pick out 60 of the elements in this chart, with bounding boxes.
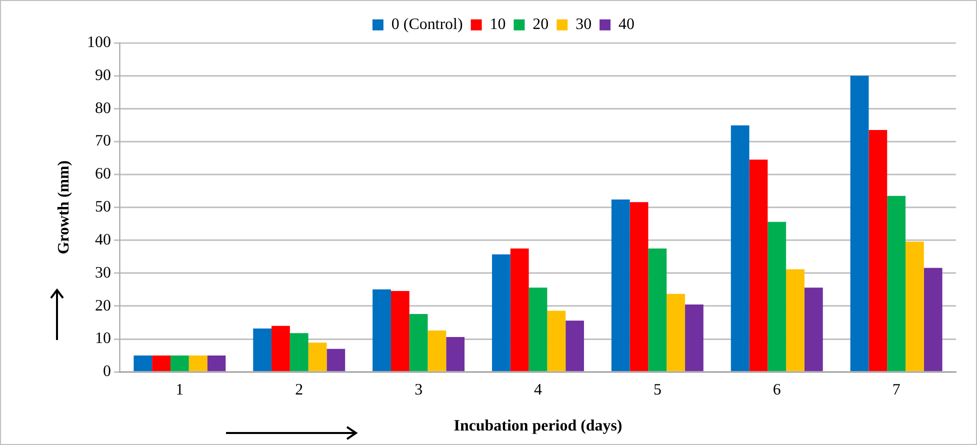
bar (510, 248, 529, 372)
bar (648, 248, 667, 372)
bar (566, 320, 584, 372)
bar (372, 289, 391, 372)
bar (630, 202, 648, 372)
bar (428, 330, 446, 372)
bar (326, 348, 346, 372)
bar (804, 288, 823, 372)
legend-label: 0 (Control) (391, 16, 463, 34)
bar (685, 304, 704, 372)
bar (492, 254, 510, 372)
y-tick-label: 0 (102, 363, 112, 380)
bar (868, 130, 888, 372)
x-tick-label: 6 (772, 382, 781, 399)
y-tick-label: 80 (95, 100, 112, 117)
bar (887, 196, 906, 372)
y-tick-label: 10 (95, 330, 112, 348)
x-tick-label: 1 (176, 382, 184, 399)
x-tick-label: 7 (892, 382, 900, 399)
bar (272, 326, 290, 372)
bar (188, 355, 208, 372)
x-tick-label: 3 (414, 382, 423, 399)
bar (924, 268, 942, 372)
legend-label: 10 (490, 16, 506, 34)
bar (730, 125, 750, 372)
bar (528, 288, 548, 372)
y-tick-label: 100 (87, 34, 112, 51)
bar (666, 294, 686, 372)
bar (409, 314, 428, 372)
legend-label: 30 (576, 16, 592, 34)
bar (207, 355, 226, 372)
bar (786, 269, 804, 372)
x-tick-label: 2 (295, 382, 304, 399)
bar (290, 333, 308, 372)
bar (308, 342, 327, 372)
bar (906, 242, 924, 372)
x-tick-label: 5 (653, 382, 662, 399)
bar (768, 222, 786, 372)
legend-label: 20 (532, 16, 549, 34)
bar (611, 199, 630, 372)
bar (170, 355, 189, 372)
bar (253, 328, 272, 372)
bar (547, 310, 566, 372)
y-tick-label: 30 (95, 264, 112, 282)
x-tick-label: 4 (534, 382, 542, 399)
bar (749, 160, 768, 372)
y-tick-label: 70 (95, 132, 112, 150)
y-axis-title: Growth (mm) (56, 160, 73, 254)
x-axis-title: Incubation period (days) (454, 418, 622, 435)
bar (446, 337, 465, 372)
bar (850, 76, 869, 372)
y-tick-label: 40 (95, 231, 112, 248)
bar (152, 355, 170, 372)
bar (134, 355, 152, 372)
y-tick-label: 50 (95, 198, 112, 216)
legend-label: 40 (618, 16, 634, 34)
y-tick-label: 90 (95, 66, 112, 84)
bar (390, 290, 410, 372)
y-tick-label: 60 (95, 166, 112, 183)
y-tick-label: 20 (95, 297, 112, 314)
